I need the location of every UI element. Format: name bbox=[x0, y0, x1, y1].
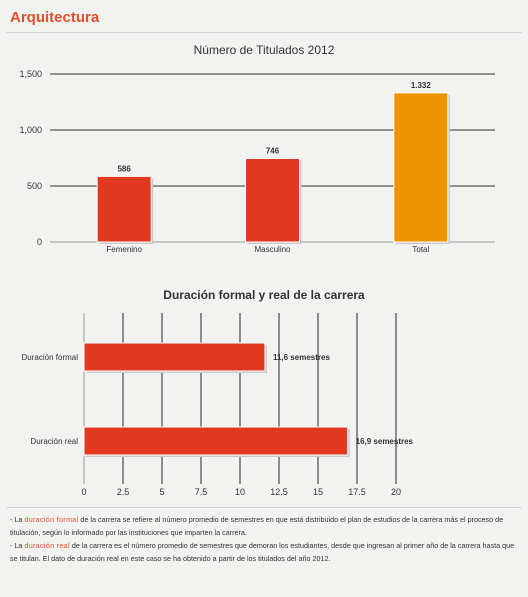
y-tick-label: 1,000 bbox=[19, 125, 42, 135]
x-category-label: Total bbox=[412, 245, 429, 254]
note-real: - La duración real de la carrera es el n… bbox=[10, 539, 516, 565]
bar-value-label: 11,6 semestres bbox=[273, 353, 330, 362]
x-tick-label: 12.5 bbox=[270, 487, 288, 497]
y-category-label: Duración formal bbox=[22, 353, 79, 362]
note-formal-text: de la carrera se refiere al número prome… bbox=[10, 515, 504, 537]
bar bbox=[245, 157, 300, 243]
page-title: Arquitectura bbox=[10, 9, 100, 26]
y-tick-label: 500 bbox=[27, 181, 42, 191]
bar-value-label: 16,9 semestres bbox=[356, 437, 414, 446]
footnotes: - La duración formal de la carrera se re… bbox=[10, 513, 516, 565]
x-tick-label: 15 bbox=[313, 487, 323, 497]
note-real-highlight: duración real bbox=[24, 541, 70, 550]
note-formal-prefix: - La bbox=[10, 515, 25, 524]
x-category-label: Femenino bbox=[106, 245, 142, 254]
notes-divider bbox=[6, 507, 522, 508]
x-tick-label: 0 bbox=[81, 487, 86, 497]
note-real-text: de la carrera es el número promedio de s… bbox=[10, 541, 515, 563]
bar-value-label: 1.332 bbox=[411, 81, 432, 90]
chart-title-titulados: Número de Titulados 2012 bbox=[193, 43, 335, 57]
bar bbox=[83, 342, 266, 372]
y-tick-label: 0 bbox=[37, 237, 42, 247]
x-tick-label: 5 bbox=[159, 487, 164, 497]
note-formal-highlight: duración formal bbox=[24, 515, 79, 524]
x-tick-label: 17.5 bbox=[348, 487, 366, 497]
x-category-label: Masculino bbox=[254, 245, 291, 254]
bar bbox=[96, 175, 152, 243]
y-category-label: Duración real bbox=[30, 437, 78, 446]
x-tick-label: 20 bbox=[391, 487, 401, 497]
chart-title-duracion: Duración formal y real de la carrera bbox=[163, 288, 365, 302]
bar bbox=[393, 92, 449, 243]
y-tick-label: 1,500 bbox=[19, 69, 42, 79]
x-tick-label: 2.5 bbox=[117, 487, 130, 497]
x-tick-label: 10 bbox=[235, 487, 245, 497]
note-formal: - La duración formal de la carrera se re… bbox=[10, 513, 516, 539]
bar-value-label: 586 bbox=[117, 164, 131, 173]
title-divider bbox=[6, 32, 522, 33]
x-tick-label: 7.5 bbox=[195, 487, 208, 497]
titulados-chart: 0 500 1,000 1,500 586 Femenino 746 Masculino 1.3… bbox=[19, 69, 495, 254]
note-real-prefix: - La bbox=[10, 541, 25, 550]
bar bbox=[83, 426, 349, 456]
bar-value-label: 746 bbox=[266, 146, 280, 155]
